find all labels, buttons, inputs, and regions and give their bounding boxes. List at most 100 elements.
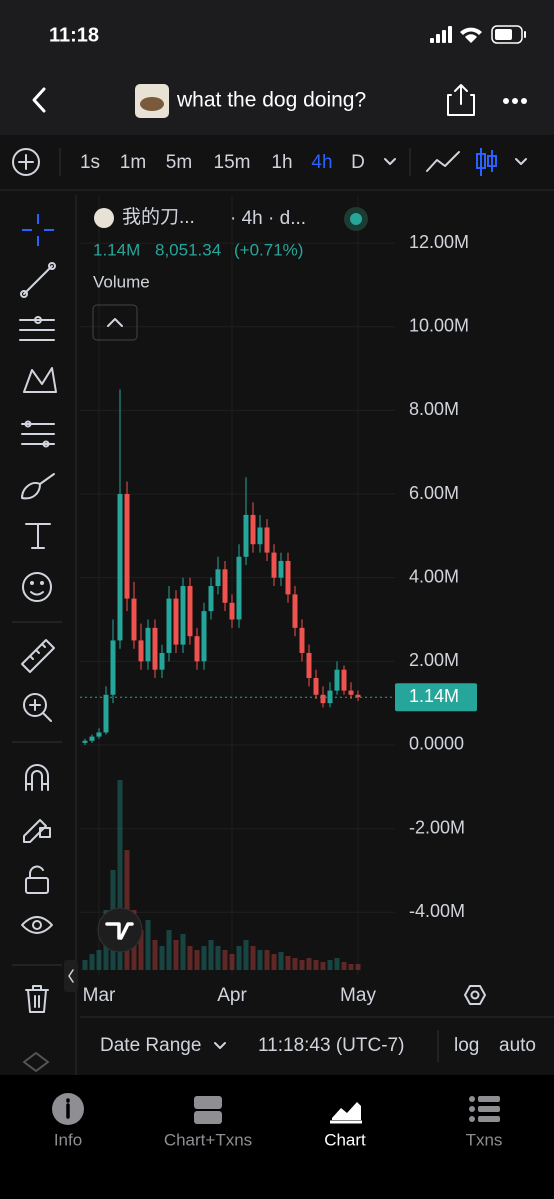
zoom-tool[interactable] [23, 693, 52, 722]
y-tick-label: -4.00M [409, 901, 465, 921]
collapse-legend-icon [107, 318, 123, 327]
interval-button[interactable]: 1m [120, 152, 146, 173]
volume-bar [320, 962, 326, 970]
volume-bar [166, 930, 172, 970]
status-icons [430, 25, 526, 44]
magnet-tool[interactable] [25, 764, 49, 791]
volume-bar [250, 946, 256, 970]
candle-body [201, 611, 207, 662]
candle-body [334, 669, 340, 691]
candle-body [285, 560, 291, 595]
clock: 11:18:43 (UTC-7) [258, 1035, 404, 1056]
brush-tool[interactable] [21, 473, 55, 500]
interval-button[interactable]: 15m [214, 152, 251, 173]
legend-value: 1.14M [93, 240, 140, 259]
candle-body [278, 560, 284, 578]
add-button[interactable] [12, 148, 40, 176]
more-button[interactable] [503, 98, 527, 104]
token-icon-dog [140, 97, 164, 111]
volume-bar [327, 960, 333, 970]
volume-bar [180, 934, 186, 970]
visibility-tool[interactable] [21, 916, 53, 934]
candle-body [159, 652, 165, 670]
volume-bar [306, 958, 312, 970]
volume-bar [138, 930, 144, 970]
tab-label[interactable]: Chart [324, 1130, 366, 1149]
fib-tool[interactable] [19, 316, 55, 341]
candle-body [82, 740, 88, 743]
candle-body [96, 732, 102, 737]
trend-line-tool[interactable] [20, 262, 56, 298]
interval-button[interactable]: 5m [166, 152, 192, 173]
more-tools[interactable] [23, 1052, 49, 1072]
interval-button[interactable]: 4h [311, 152, 332, 173]
candle-body [236, 556, 242, 620]
volume-bar [117, 780, 123, 970]
volume-bar [229, 954, 235, 970]
volume-bar [201, 946, 207, 970]
legend-price: 8,051.34 [155, 240, 221, 259]
candle-body [299, 627, 305, 653]
date-range-dropdown [214, 1042, 226, 1049]
candle-body [320, 694, 326, 704]
lock-drawings-tool[interactable] [23, 819, 51, 843]
volume-bar [194, 950, 200, 970]
volume-bar [313, 960, 319, 970]
interval-button[interactable]: D [351, 152, 365, 173]
y-tick-label: 0.0000 [409, 734, 464, 754]
back-button[interactable] [32, 87, 46, 113]
legend-symbol: 我的刀... [122, 206, 195, 228]
interval-button[interactable]: 1h [271, 152, 292, 173]
candle-body [103, 694, 109, 733]
legend-change: (+0.71%) [234, 240, 303, 259]
date-range-button[interactable]: Date Range [100, 1035, 201, 1056]
volume-bar [96, 950, 102, 970]
interval-button[interactable]: 1s [80, 152, 100, 173]
header-title: what the dog doing? [176, 89, 366, 112]
volume-bar [208, 940, 214, 970]
tab-label[interactable]: Txns [466, 1130, 503, 1149]
candle-body [243, 514, 249, 557]
candle-body [250, 514, 256, 545]
tab-label[interactable]: Chart+Txns [164, 1130, 252, 1149]
measure-tool[interactable] [21, 639, 55, 673]
tab-label[interactable]: Info [54, 1130, 82, 1149]
lock-tool[interactable] [25, 865, 49, 894]
interval-dropdown[interactable] [384, 158, 396, 165]
collapse-legend[interactable] [92, 304, 138, 341]
log-toggle[interactable]: log [454, 1035, 479, 1056]
auto-toggle[interactable]: auto [499, 1035, 536, 1056]
emoji-tool[interactable] [22, 572, 52, 602]
candle-body [152, 627, 158, 670]
crosshair-tool[interactable] [22, 214, 54, 246]
pattern-tool[interactable] [23, 367, 57, 393]
line-chart-button[interactable] [426, 151, 460, 172]
collapse-toolbar[interactable] [64, 960, 78, 992]
y-tick-label: 2.00M [409, 650, 459, 670]
volume-bar [173, 940, 179, 970]
volume-bar [222, 950, 228, 970]
share-button[interactable] [447, 84, 475, 116]
prediction-tool[interactable] [21, 420, 55, 448]
settings-button[interactable] [464, 985, 486, 1005]
candle-chart-button[interactable] [476, 148, 497, 176]
chart-type-dropdown[interactable] [515, 158, 527, 165]
candle-body [131, 598, 137, 641]
volume-bar [348, 964, 354, 970]
delete-tool[interactable] [25, 985, 49, 1013]
y-tick-label: 12.00M [409, 232, 469, 252]
market-status-dot [350, 213, 362, 225]
volume-bar [292, 958, 298, 970]
volume-bar [264, 950, 270, 970]
text-tool[interactable] [25, 523, 51, 549]
y-tick-label: 8.00M [409, 399, 459, 419]
chart-txns-tab-icon [194, 1096, 222, 1124]
candle-body [264, 527, 270, 553]
candle-body [173, 598, 179, 645]
volume-bar [334, 958, 340, 970]
txns-tab-icon [469, 1096, 500, 1122]
x-tick-label: Mar [83, 985, 116, 1006]
candle-body [145, 627, 151, 662]
candle-body [222, 569, 228, 603]
